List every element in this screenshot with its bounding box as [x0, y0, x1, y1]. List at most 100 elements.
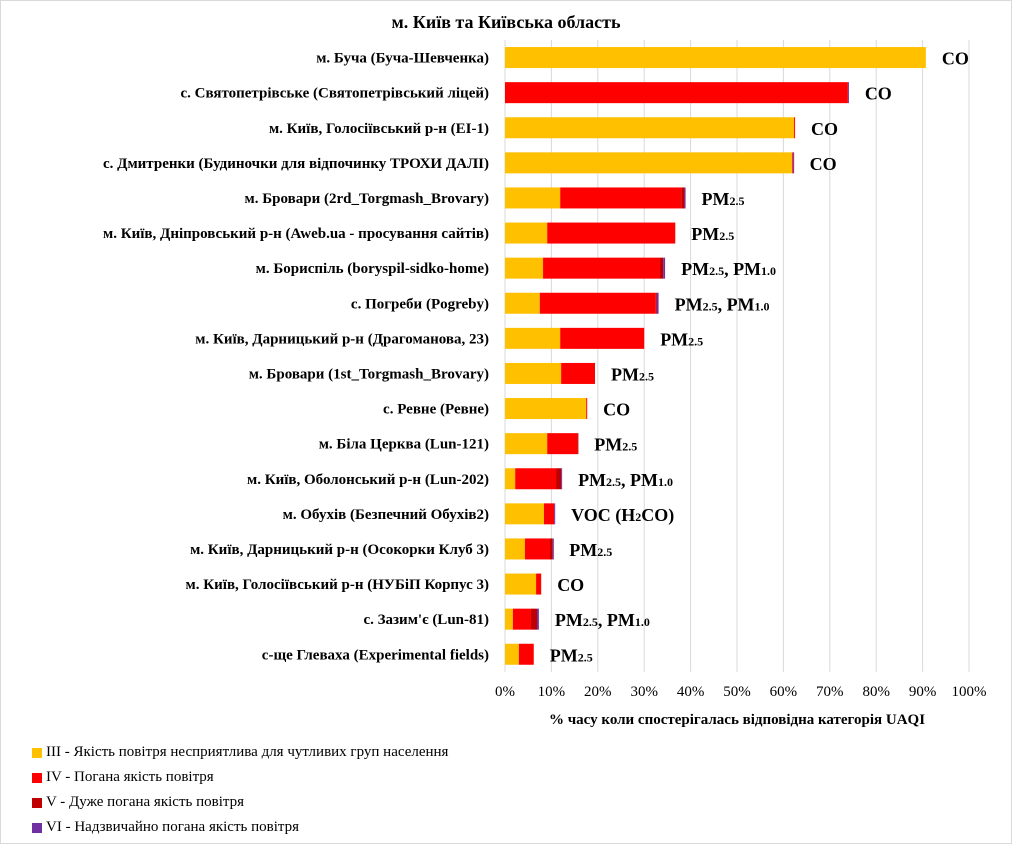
bar-segment	[554, 503, 556, 525]
bar-segment	[552, 538, 554, 560]
category-label: м. Бориспіль (boryspil-sidko-home)	[256, 261, 489, 277]
pollutant-label: PM2.5, PM1.0	[555, 610, 650, 630]
bar-segment	[681, 187, 685, 209]
pollutant-label: CO	[603, 400, 630, 420]
bar-segment	[794, 117, 796, 139]
pollutant-label: PM2.5	[701, 189, 744, 209]
legend-item: III - Якість повітря несприятлива для чу…	[32, 740, 448, 765]
bar-segment	[560, 327, 645, 349]
bar-segment	[505, 47, 926, 69]
pollutant-label: PM2.5	[660, 329, 703, 349]
bar-segment	[505, 82, 848, 104]
bar-segment	[543, 503, 555, 525]
bar-segment	[656, 292, 659, 314]
x-tick-label: 40%	[677, 684, 705, 700]
pollutant-label: PM2.5	[691, 224, 734, 244]
bar-segment	[515, 468, 557, 490]
legend-label: VI - Надзвичайно погана якість повітря	[46, 819, 300, 835]
bar-segment	[561, 468, 563, 490]
x-axis-label: % часу коли спостерігалась відповідна ка…	[549, 712, 925, 728]
x-tick-label: 60%	[770, 684, 798, 700]
bar-segment	[550, 538, 553, 560]
bar-segment	[505, 187, 561, 209]
bar-segment	[684, 187, 686, 209]
category-label: м. Київ, Голосіївський р-н (НУБіП Корпус…	[186, 577, 489, 593]
pollutant-label: CO	[810, 154, 837, 174]
bar-segment	[556, 468, 562, 490]
legend-label: III - Якість повітря несприятлива для чу…	[46, 744, 449, 760]
legend-swatch	[32, 772, 42, 783]
bar-segment	[505, 117, 795, 139]
x-tick-label: 100%	[952, 684, 987, 700]
bar-segment	[560, 187, 682, 209]
category-label: м. Київ, Дарницький р-н (Драгоманова, 23…	[195, 331, 489, 347]
bars	[505, 47, 926, 665]
bar-segment	[505, 433, 548, 455]
pollutant-label: CO	[942, 49, 969, 69]
bar-segment	[536, 573, 542, 595]
category-label: м. Обухів (Безпечний Обухів2)	[283, 507, 489, 523]
bar-segment	[505, 643, 519, 665]
x-tick-label: 0%	[495, 684, 515, 700]
category-label: м. Біла Церква (Lun-121)	[319, 437, 489, 453]
category-label: с. Ревне (Ревне)	[383, 402, 489, 418]
bar-segment	[505, 538, 525, 560]
pollutant-labels: CO CO CO CO PM2.5 PM2.5 PM2.5, PM1.0 PM2.5, PM1…	[550, 49, 969, 666]
category-label: с. Погреби (Pogreby)	[351, 296, 489, 312]
chart-title: м. Київ та Київська область	[391, 12, 621, 32]
x-tick-label: 70%	[816, 684, 844, 700]
legend-item: VI - Надзвичайно погана якість повітря	[32, 815, 448, 840]
legend-swatch	[32, 797, 42, 808]
category-label: м. Київ, Голосіївський р-н (ЕІ-1)	[269, 121, 489, 137]
bar-segment	[561, 362, 596, 384]
pollutant-label: PM2.5, PM1.0	[681, 259, 776, 279]
bar-segment	[505, 222, 548, 244]
x-tick-label: 90%	[909, 684, 937, 700]
legend-swatch	[32, 822, 42, 833]
bar-segment	[547, 433, 578, 455]
pollutant-label: CO	[865, 84, 892, 104]
x-tick-label: 20%	[584, 684, 612, 700]
category-label: с. Дмитренки (Будиночки для відпочинку Т…	[103, 156, 489, 172]
category-label: м. Київ, Оболонський р-н (Lun-202)	[247, 472, 489, 488]
bar-segment	[505, 503, 544, 525]
category-label: м. Буча (Буча-Шевченка)	[316, 51, 489, 67]
category-label: м. Бровари (1st_Torgmash_Brovary)	[249, 366, 489, 382]
category-label: с. Зазим'є (Lun-81)	[363, 612, 489, 628]
legend-swatch	[32, 747, 42, 758]
category-label: с-ще Глеваха (Experimental fields)	[262, 647, 489, 663]
x-tick-label: 50%	[723, 684, 751, 700]
bar-segment	[518, 643, 534, 665]
bar-segment	[530, 608, 538, 630]
pollutant-label: PM2.5	[569, 540, 612, 560]
bar-segment	[586, 398, 588, 420]
x-tick-label: 80%	[862, 684, 890, 700]
category-label: м. Київ, Дарницький р-н (Осокорки Клуб 3…	[190, 542, 489, 558]
bar-segment	[539, 292, 656, 314]
pollutant-label: PM2.5, PM1.0	[675, 294, 770, 314]
plot-area: м. Буча (Буча-Шевченка) с. Святопетрівськ…	[103, 40, 987, 728]
gridlines	[504, 40, 970, 672]
bar-segment	[847, 82, 849, 104]
bar-segment	[537, 608, 539, 630]
legend-label: V - Дуже погана якість повітря	[46, 794, 245, 810]
pollutant-label: PM2.5	[594, 435, 637, 455]
bar-segment	[577, 433, 579, 455]
bar-segment	[505, 573, 537, 595]
category-label: м. Київ, Дніпровський р-н (Aweb.ua - про…	[103, 226, 489, 242]
bar-segment	[505, 257, 544, 279]
bar-segment	[543, 257, 660, 279]
legend-item: V - Дуже погана якість повітря	[32, 790, 448, 815]
bar-segment	[505, 292, 540, 314]
pollutant-label: CO	[811, 119, 838, 139]
legend: III - Якість повітря несприятлива для чу…	[32, 740, 448, 840]
bar-segment	[505, 362, 562, 384]
bar-segment	[505, 327, 561, 349]
category-labels: м. Буча (Буча-Шевченка) с. Святопетрівськ…	[103, 51, 489, 664]
category-label: м. Бровари (2rd_Torgmash_Brovary)	[245, 191, 489, 207]
bar-segment	[659, 257, 664, 279]
bar-segment	[505, 398, 587, 420]
x-tick-labels: 0% 10% 20% 30% 40% 50% 60% 70% 80% 90% 100%	[495, 684, 987, 700]
bar-segment	[547, 222, 676, 244]
x-tick-label: 10%	[538, 684, 566, 700]
